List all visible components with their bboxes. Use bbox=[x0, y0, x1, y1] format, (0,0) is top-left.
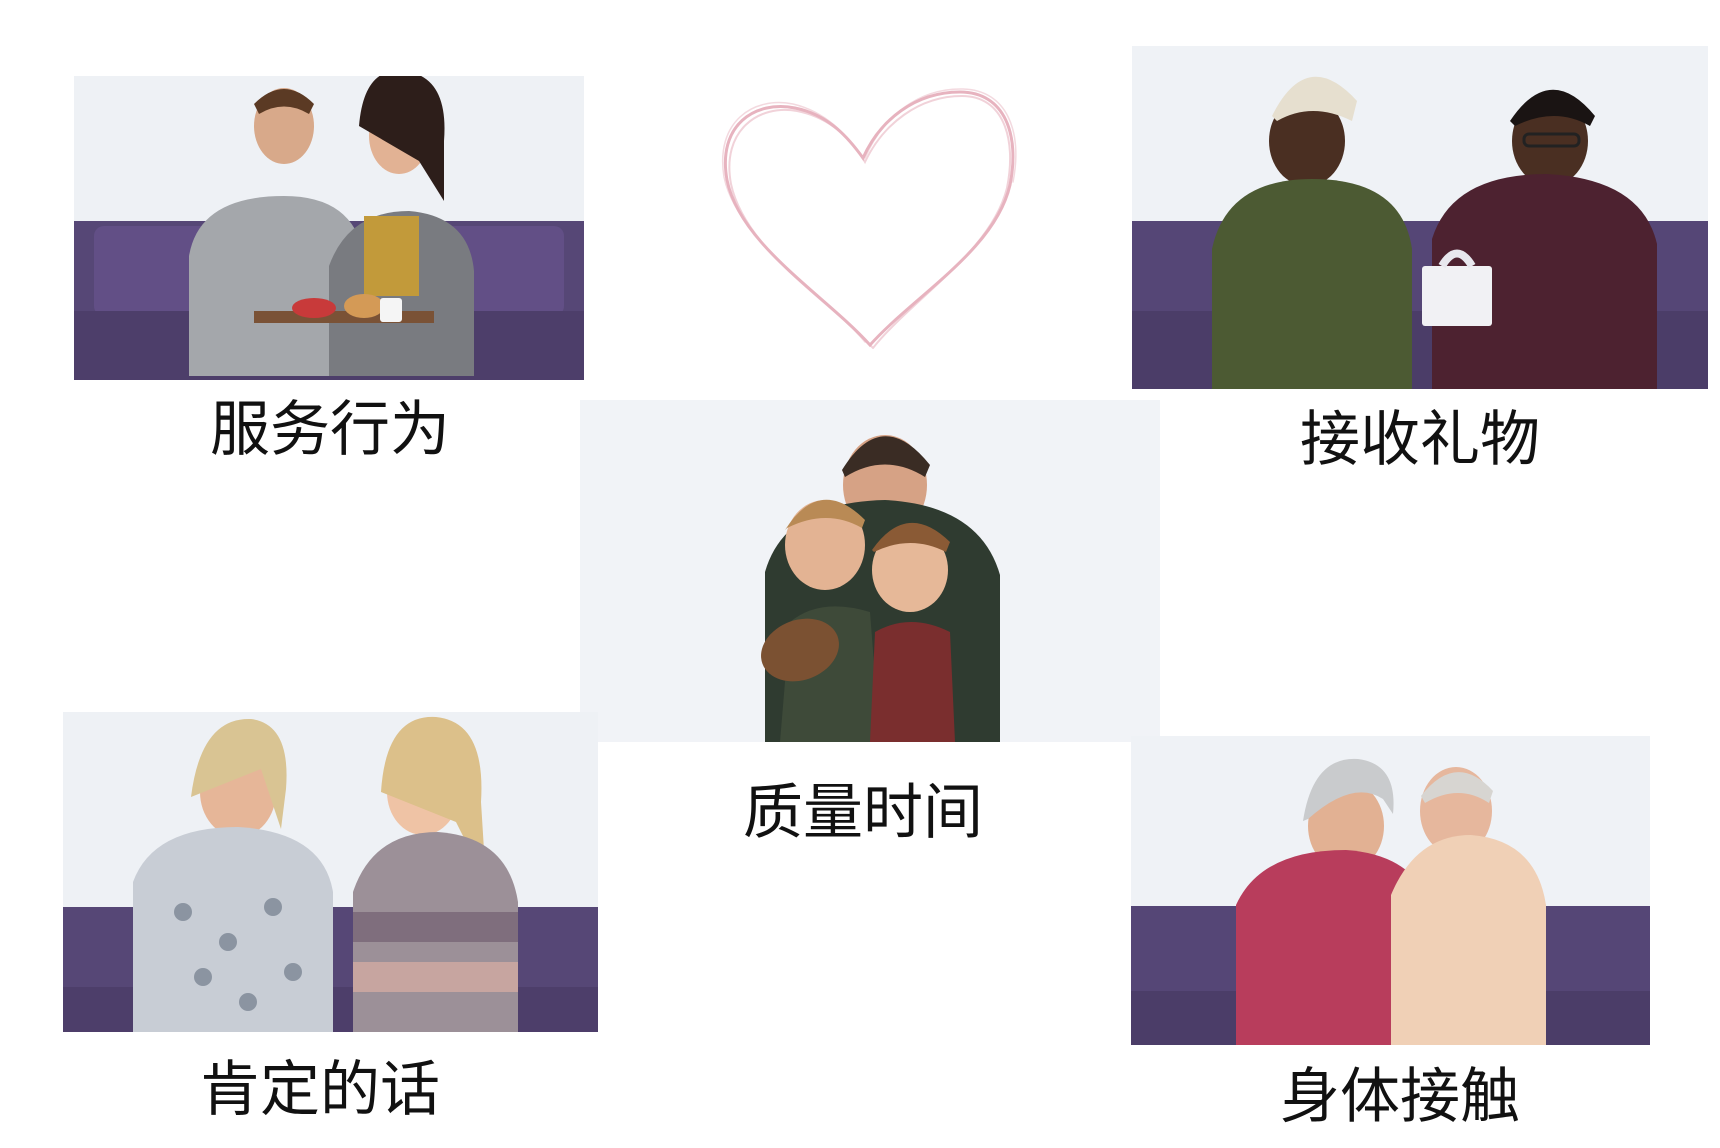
caption-words-of-affirmation: 肯定的话 bbox=[140, 1055, 500, 1125]
caption-physical-touch: 身体接触 bbox=[1220, 1062, 1580, 1132]
photo-acts-of-service bbox=[74, 76, 584, 380]
photo-words-of-affirmation bbox=[63, 712, 598, 1032]
photo-quality-time bbox=[580, 400, 1160, 742]
photo-receiving-gifts bbox=[1132, 46, 1708, 389]
heart-sketch-icon bbox=[715, 80, 1025, 365]
caption-quality-time: 质量时间 bbox=[683, 778, 1043, 848]
caption-receiving-gifts: 接收礼物 bbox=[1240, 405, 1600, 475]
photo-physical-touch bbox=[1131, 736, 1650, 1045]
caption-acts-of-service: 服务行为 bbox=[150, 395, 510, 465]
